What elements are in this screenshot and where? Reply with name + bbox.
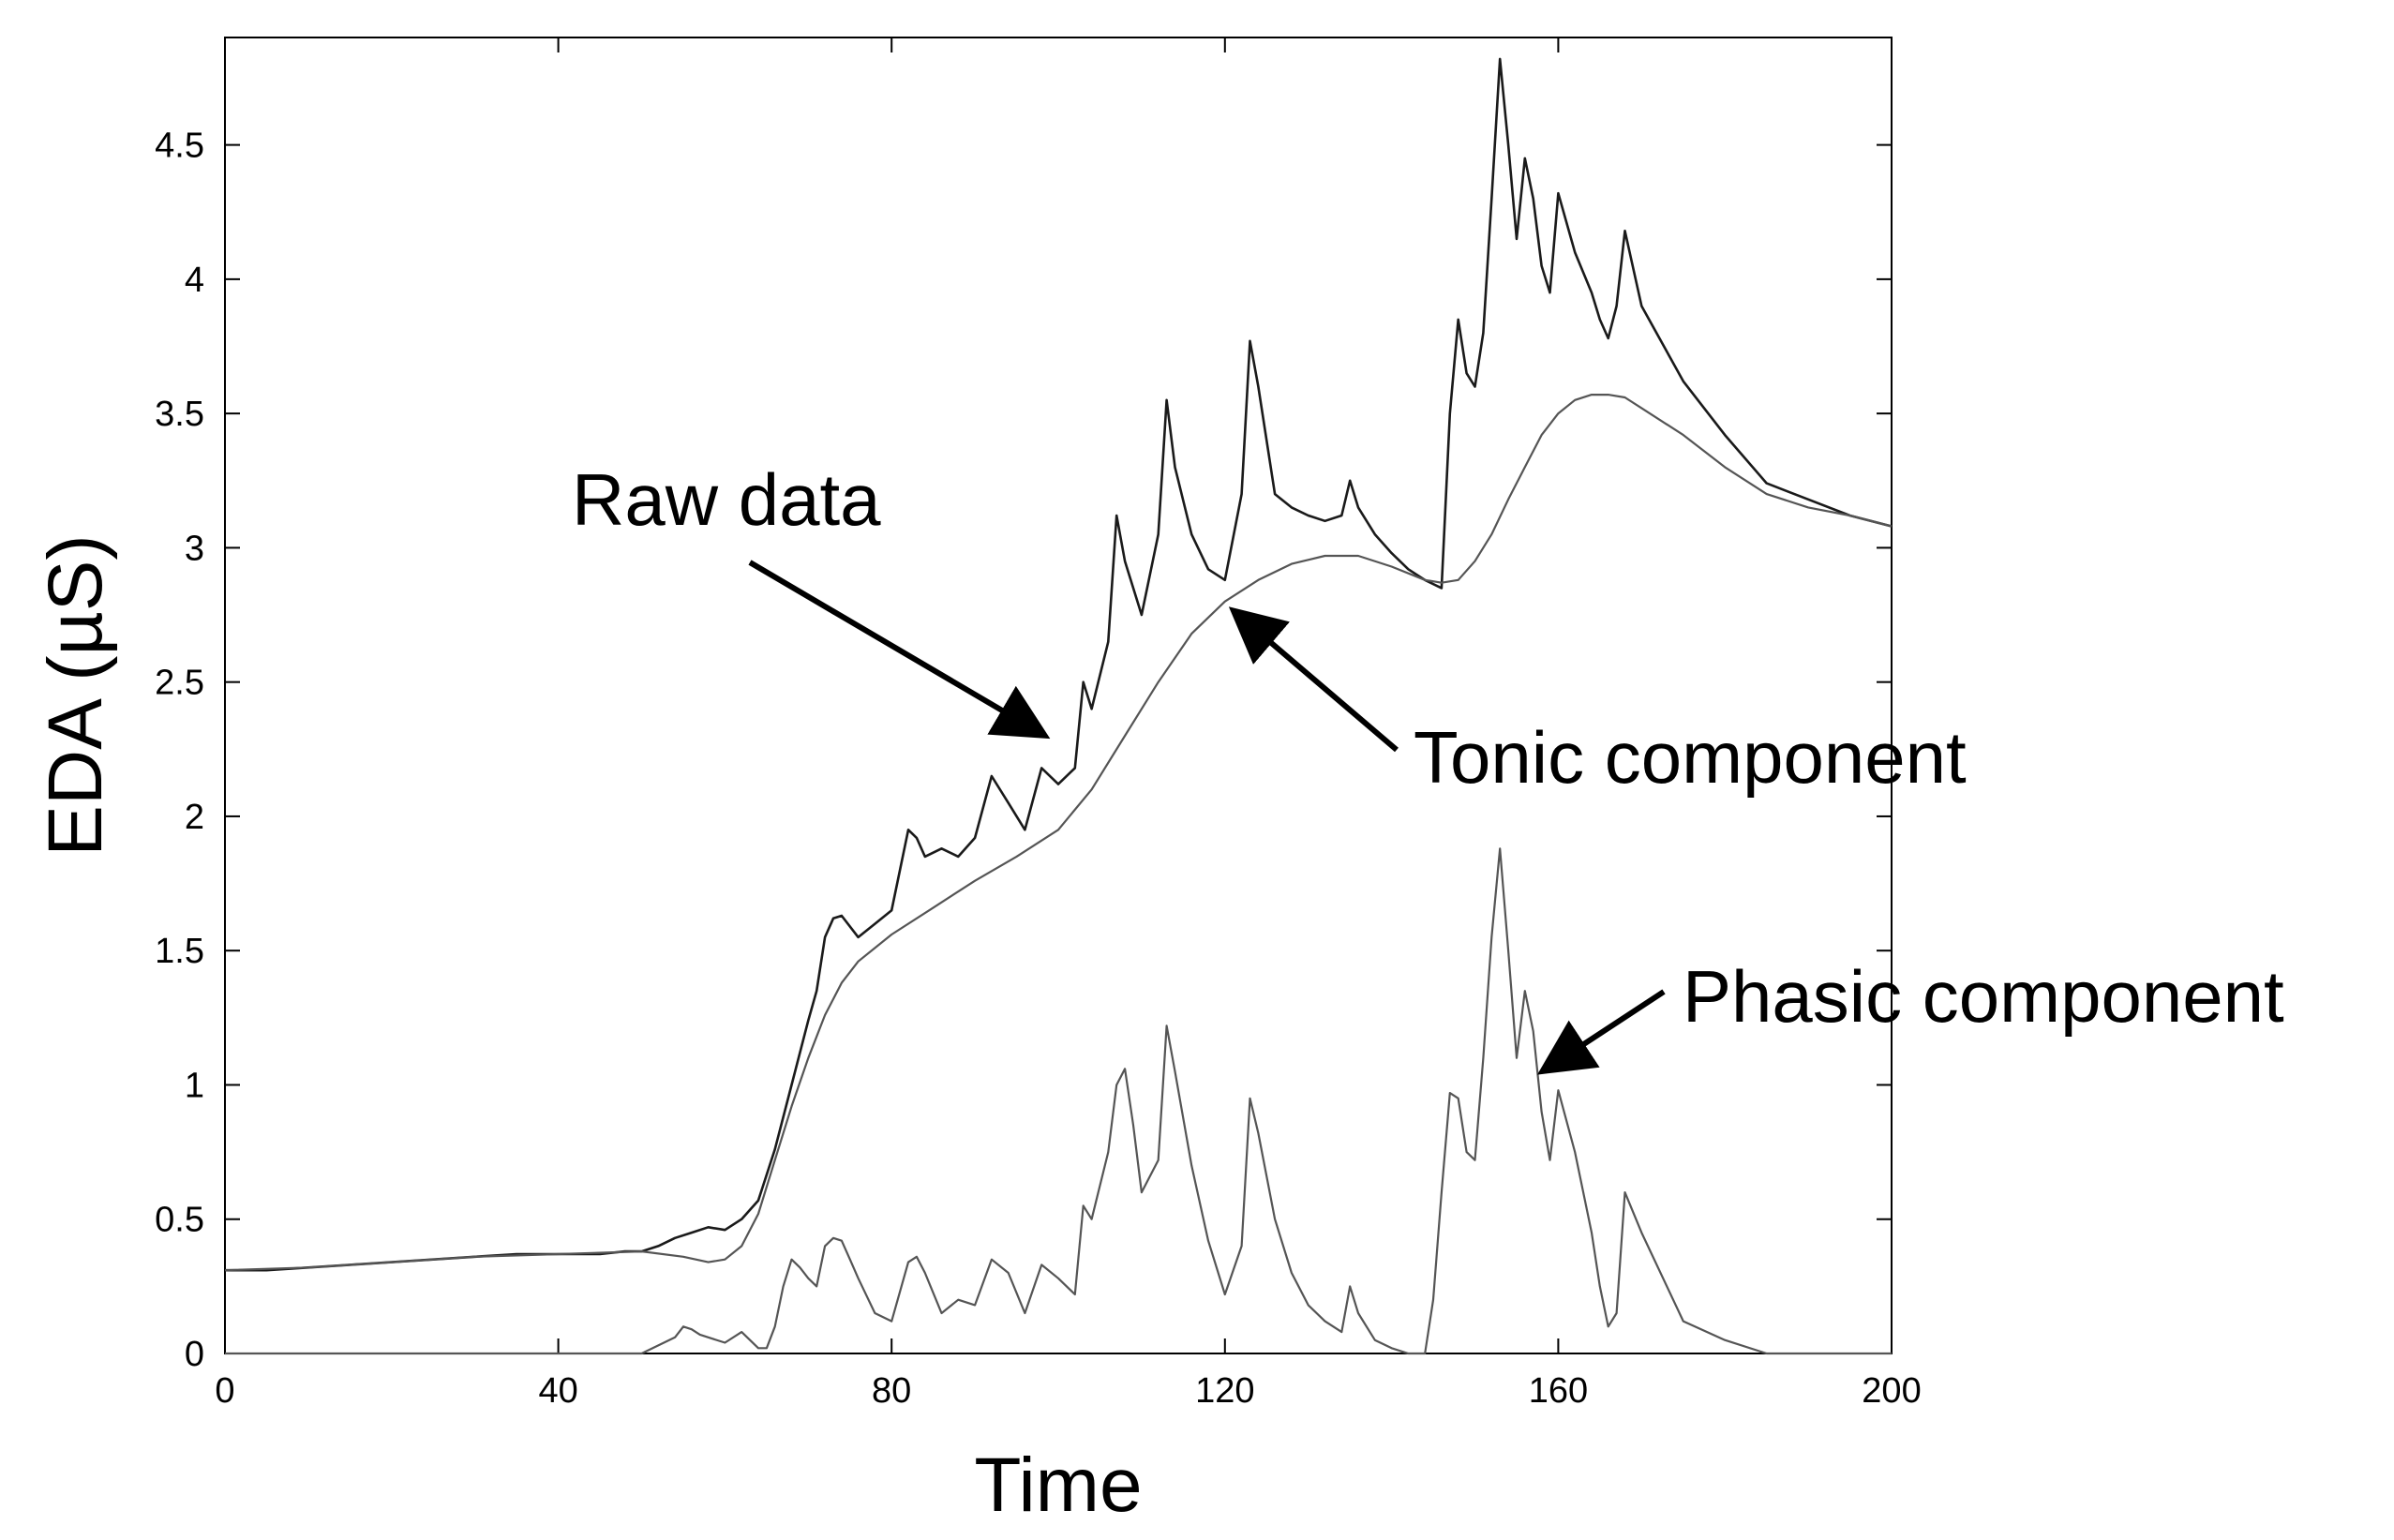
x-tick-label: 200 <box>1862 1371 1921 1411</box>
x-tick-label: 160 <box>1529 1371 1588 1411</box>
annotation-arrow <box>748 560 1051 740</box>
y-tick-label: 3 <box>185 529 204 568</box>
y-tick-label: 1 <box>185 1066 204 1105</box>
y-tick-label: 0 <box>185 1335 204 1374</box>
x-tick-label: 0 <box>215 1371 234 1411</box>
axis-ticks: 0 40 80 120 160 200 0 0.5 1 1.5 2 2.5 3 3.5 4 4.5 <box>155 37 1922 1411</box>
x-tick-label: 80 <box>872 1371 911 1411</box>
annotation-label: Raw data <box>572 458 881 541</box>
y-axis-title: EDA (µS) <box>33 534 118 856</box>
annotations: Raw data Tonic component Phasic component <box>572 458 2284 1075</box>
y-tick-label: 2.5 <box>155 664 204 703</box>
y-tick-label: 4 <box>185 261 204 300</box>
y-tick-label: 0.5 <box>155 1201 204 1240</box>
phasic-series-line <box>225 847 1892 1355</box>
x-axis-title: Time <box>974 1443 1142 1528</box>
raw-series-line <box>225 57 1893 1272</box>
x-tick-label: 120 <box>1195 1371 1254 1411</box>
tonic-series-line <box>224 394 1893 1272</box>
plot-frame <box>224 37 1893 1354</box>
y-tick-label: 1.5 <box>155 932 204 971</box>
annotation-label: Phasic component <box>1683 955 2284 1038</box>
x-tick-label: 40 <box>538 1371 577 1411</box>
y-tick-label: 3.5 <box>155 395 204 434</box>
series-layer <box>224 57 1893 1355</box>
annotation-arrow <box>1536 989 1666 1075</box>
y-tick-label: 2 <box>185 798 204 837</box>
annotation-label: Tonic component <box>1414 716 1967 799</box>
y-tick-label: 4.5 <box>155 127 204 166</box>
annotation-arrow <box>1228 606 1399 753</box>
